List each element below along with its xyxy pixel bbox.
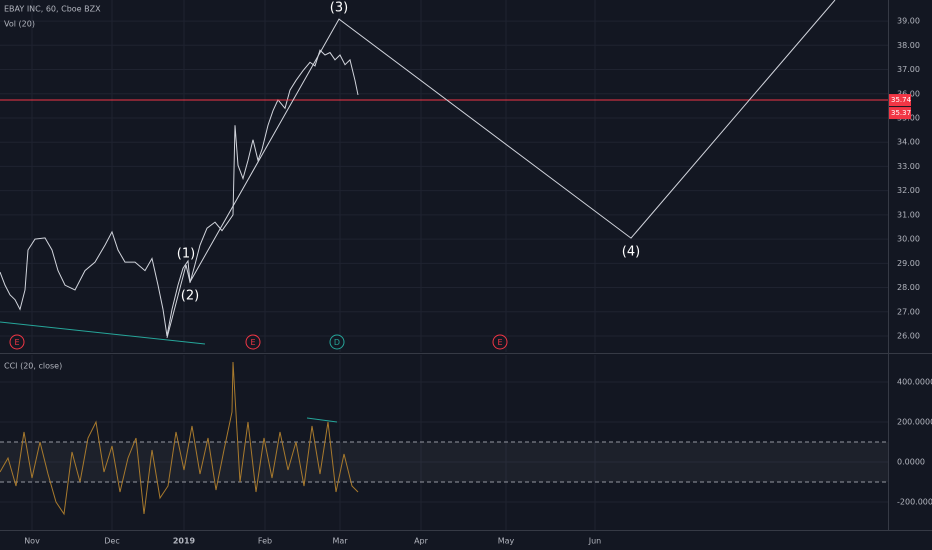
y-tick-label: 36.00 xyxy=(897,89,920,98)
x-tick-label: May xyxy=(498,537,515,546)
x-tick-label: Jun xyxy=(588,537,602,546)
price-label: 35.37 xyxy=(891,109,911,117)
y-tick-label: 39.00 xyxy=(897,17,920,26)
wave-label: (1) xyxy=(177,247,195,262)
trend-line xyxy=(0,321,206,345)
event-marker xyxy=(329,334,345,350)
cci-pane xyxy=(0,355,888,530)
data-line xyxy=(0,361,359,516)
event-label: D xyxy=(334,338,340,347)
event-marker xyxy=(9,334,25,350)
y-tick-label: 28.00 xyxy=(897,283,920,292)
x-tick-label: Mar xyxy=(332,537,348,546)
y-tick-label: 29.00 xyxy=(897,259,920,268)
volume-label: Vol (20) xyxy=(4,20,35,29)
cci-title: CCI (20, close) xyxy=(4,362,62,371)
y-tick-label: 27.00 xyxy=(897,307,920,316)
y-tick-label: 34.00 xyxy=(897,138,920,147)
chart-title: EBAY INC, 60, Cboe BZX xyxy=(4,5,101,14)
data-line xyxy=(0,49,359,337)
cci-band xyxy=(0,442,888,482)
y-tick-label: 38.00 xyxy=(897,41,920,50)
event-label: E xyxy=(250,338,255,347)
event-marker xyxy=(492,334,508,350)
event-label: E xyxy=(14,338,19,347)
wave-label: (4) xyxy=(622,245,640,260)
axes: 26.00 27.00 28.00 29.00 30.00 31.00 32.00 33.00… xyxy=(24,17,932,546)
price-label-box xyxy=(889,94,911,107)
y-tick-label: 32.00 xyxy=(897,186,920,195)
event-marker xyxy=(245,334,261,350)
y-tick-label: 400.0000 xyxy=(897,378,932,387)
y-tick-label: 33.00 xyxy=(897,162,920,171)
price-label-box xyxy=(889,107,911,120)
x-tick-label: Feb xyxy=(258,537,272,546)
y-tick-label: 37.00 xyxy=(897,65,920,74)
x-tick-label: Nov xyxy=(24,537,40,546)
wave-label: (2) xyxy=(181,288,199,303)
trend-line xyxy=(306,417,338,423)
x-tick-label: 2019 xyxy=(173,537,196,546)
y-tick-label: 30.00 xyxy=(897,235,920,244)
y-tick-label: 26.00 xyxy=(897,332,920,341)
event-label: E xyxy=(497,338,502,347)
y-tick-label: 0.0000 xyxy=(897,458,925,467)
wave-label: (3) xyxy=(330,1,348,16)
y-tick-label: -200.0000 xyxy=(897,498,932,507)
x-tick-label: Apr xyxy=(414,537,429,546)
price-label: 35.74 xyxy=(891,96,912,104)
y-tick-label: 200.0000 xyxy=(897,418,932,427)
x-tick-label: Dec xyxy=(104,537,119,546)
y-tick-label: 31.00 xyxy=(897,210,920,219)
wave-line xyxy=(166,0,836,339)
